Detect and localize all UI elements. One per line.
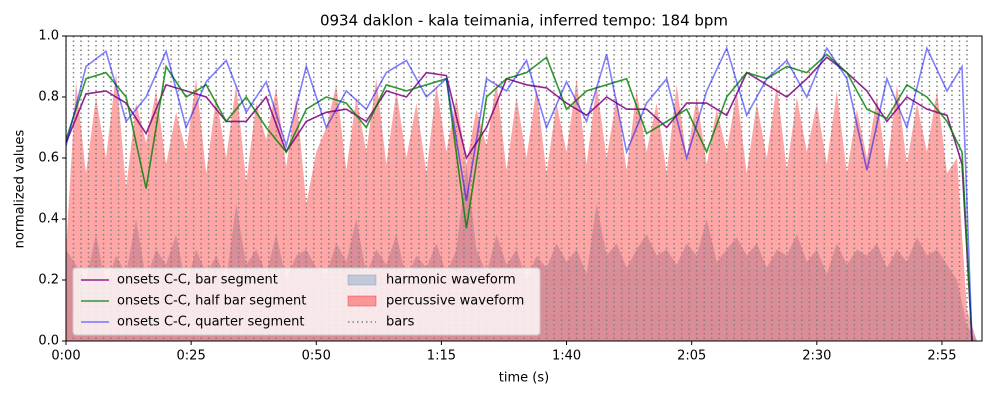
y-tick-label: 0.0 <box>38 334 59 349</box>
y-tick-label: 0.8 <box>38 90 59 105</box>
y-tick-label: 1.0 <box>38 29 59 44</box>
y-tick-label: 0.2 <box>38 273 59 288</box>
legend-swatch <box>347 295 377 307</box>
x-tick-label: 1:15 <box>427 349 456 364</box>
series-line <box>66 53 973 341</box>
series-line <box>66 56 973 341</box>
x-tick-label: 1:40 <box>552 349 581 364</box>
x-tick-label: 0:25 <box>177 349 206 364</box>
x-tick-label: 0:50 <box>302 349 331 364</box>
legend-swatch <box>347 274 377 286</box>
series-line <box>66 45 973 341</box>
legend-label: onsets C-C, quarter segment <box>117 315 304 330</box>
x-tick-label: 2:05 <box>677 349 706 364</box>
y-tick-label: 0.6 <box>38 151 59 166</box>
legend-label: percussive waveform <box>386 294 524 309</box>
legend: onsets C-C, bar segment onsets C-C, half … <box>72 267 541 336</box>
plot-frame <box>65 35 983 342</box>
legend-label: harmonic waveform <box>386 273 516 288</box>
y-tick-label: 0.4 <box>38 212 59 227</box>
chart-title: 0934 daklon - kala teimania, inferred te… <box>320 12 728 30</box>
x-axis-label: time (s) <box>499 371 549 386</box>
legend-label: onsets C-C, half bar segment <box>117 294 306 309</box>
x-tick-label: 0:00 <box>51 349 80 364</box>
plot-area <box>66 36 977 341</box>
x-tick-label: 2:30 <box>802 349 831 364</box>
y-axis-label: normalized values <box>13 129 28 248</box>
legend-label: bars <box>386 315 415 330</box>
x-tick-label: 2:55 <box>927 349 956 364</box>
legend-label: onsets C-C, bar segment <box>117 273 278 288</box>
legend-box <box>72 267 541 336</box>
